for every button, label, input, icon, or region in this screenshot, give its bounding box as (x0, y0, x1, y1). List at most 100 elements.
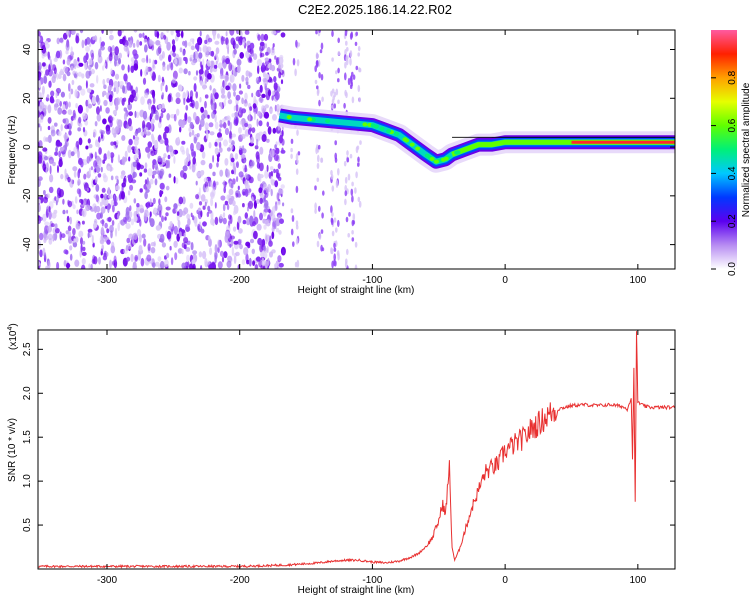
noise-dot (38, 30, 41, 37)
colorbar-tick-label: 0.0 (727, 262, 738, 276)
noise-dot (107, 45, 112, 53)
noise-dot (252, 221, 256, 227)
noise-dot (53, 209, 58, 215)
noise-dot (295, 153, 299, 161)
noise-dot (217, 132, 222, 139)
noise-dot (235, 116, 239, 126)
noise-dot (55, 50, 61, 59)
noise-dot (110, 230, 113, 239)
noise-dot (226, 169, 230, 177)
noise-dot (295, 238, 299, 245)
noise-dot (351, 195, 354, 203)
noise-dot (196, 171, 201, 178)
noise-dot (335, 88, 339, 96)
noise-dot (268, 208, 271, 214)
noise-dot (186, 254, 190, 262)
ridge-blob (415, 146, 421, 151)
noise-dot (172, 44, 176, 53)
noise-dot (250, 136, 254, 144)
noise-dot (43, 136, 47, 143)
noise-dot (248, 176, 254, 184)
noise-dot (91, 52, 95, 61)
noise-dot (221, 256, 225, 263)
noise-dot (171, 39, 176, 46)
noise-dot (255, 76, 260, 84)
noise-dot (136, 205, 140, 215)
snr-y-axis-label: SNR (10 * v/v) (7, 418, 18, 482)
noise-dot (357, 84, 361, 93)
noise-dot (344, 176, 348, 184)
noise-dot (296, 159, 299, 164)
noise-dot (349, 153, 353, 159)
noise-dot (128, 37, 131, 42)
noise-dot (72, 204, 76, 210)
noise-dot (128, 138, 133, 146)
noise-dot (349, 57, 352, 66)
noise-dot (162, 64, 166, 71)
noise-dot (165, 206, 171, 211)
noise-dot (243, 159, 246, 164)
noise-dot (173, 176, 176, 184)
noise-dot (261, 134, 267, 142)
noise-dot (104, 222, 108, 229)
noise-dot (44, 221, 50, 226)
noise-dot (191, 60, 196, 66)
noise-dot (210, 191, 215, 198)
noise-dot (187, 261, 190, 268)
chart-title: C2E2.2025.186.14.22.R02 (298, 2, 452, 17)
noise-dot (45, 69, 50, 76)
noise-dot (279, 56, 284, 65)
noise-dot (109, 224, 114, 233)
noise-dot (224, 127, 230, 136)
noise-dot (259, 51, 263, 58)
noise-dot (220, 195, 226, 201)
noise-dot (292, 241, 295, 248)
noise-dot (253, 53, 258, 60)
noise-dot (227, 120, 231, 126)
noise-dot (101, 233, 103, 241)
noise-dot (182, 196, 186, 205)
snr-x-axis-label: Height of straight line (km) (298, 585, 415, 596)
noise-dot (281, 147, 284, 153)
noise-dot (57, 107, 63, 115)
noise-dot (223, 251, 228, 259)
noise-dot (349, 50, 353, 58)
noise-dot (49, 174, 54, 183)
noise-dot (99, 36, 102, 45)
noise-dot (260, 64, 266, 73)
noise-dot (109, 152, 115, 159)
noise-dot (242, 219, 247, 225)
noise-dot (269, 166, 274, 171)
noise-dot (224, 181, 227, 188)
y-tick-label: 1.5 (22, 430, 33, 444)
noise-dot (186, 213, 191, 220)
noise-dot (316, 89, 320, 97)
noise-dot (177, 219, 181, 227)
noise-dot (193, 51, 196, 61)
noise-dot (146, 254, 152, 262)
noise-dot (238, 126, 242, 134)
noise-dot (290, 147, 293, 153)
noise-dot (137, 127, 142, 133)
noise-dot (123, 112, 128, 121)
noise-dot (318, 233, 322, 240)
noise-dot (81, 220, 85, 225)
noise-dot (216, 33, 220, 39)
noise-dot (273, 82, 278, 91)
noise-dot (164, 259, 169, 268)
noise-dot (344, 61, 347, 69)
noise-dot (183, 244, 187, 250)
noise-dot (176, 211, 180, 216)
noise-dot (107, 166, 111, 171)
noise-dot (117, 30, 122, 37)
noise-dot (87, 138, 91, 144)
noise-dot (38, 140, 43, 148)
ridge-blob (434, 159, 439, 164)
noise-dot (193, 136, 197, 144)
noise-dot (38, 151, 43, 160)
noise-dot (358, 67, 361, 73)
noise-dot (242, 203, 245, 208)
noise-dot (78, 62, 84, 67)
noise-dot (181, 249, 184, 255)
noise-dot (82, 159, 88, 166)
